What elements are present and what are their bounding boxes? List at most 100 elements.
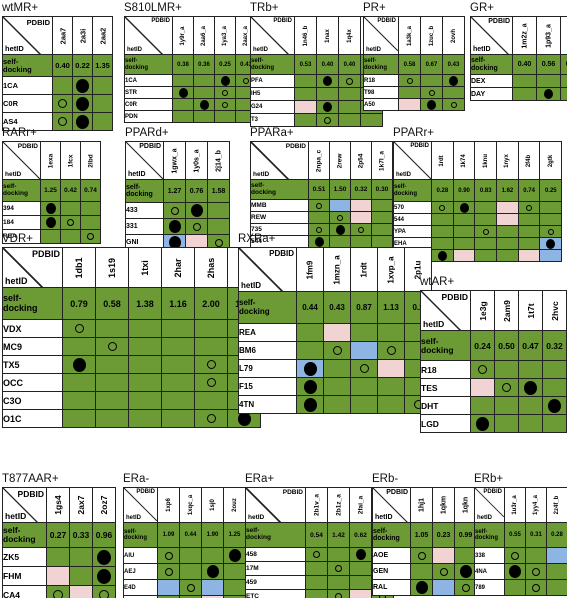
filled-dot-marker <box>45 217 56 228</box>
docking-cell <box>338 74 361 88</box>
pdb-column-header: 2oz7 <box>92 487 116 523</box>
pdb-column-header: 1zuc_b <box>420 16 443 55</box>
docking-cell <box>546 579 567 596</box>
rmsd-value: 1.35 <box>92 54 113 77</box>
rmsd-value: 0.28 <box>546 522 567 548</box>
docking-cell <box>350 377 378 396</box>
docking-cell <box>329 235 351 248</box>
docking-cell <box>420 98 443 111</box>
docking-cell <box>410 547 433 564</box>
pdb-column-header: 1y9r_a <box>172 16 194 55</box>
pdb-column-header: 1gwx_a <box>163 141 186 180</box>
panel-title: ERa- <box>123 473 150 485</box>
header-diagonal <box>239 248 283 291</box>
docking-cell <box>128 319 162 338</box>
pdb-column-header: 1xqc_a <box>179 487 202 523</box>
open-ring-marker <box>386 346 396 355</box>
ligand-row: REA <box>2 229 101 244</box>
docking-cell <box>518 396 543 415</box>
open-ring-marker <box>74 324 84 333</box>
header-diagonal <box>3 248 43 287</box>
ligand-label: 1CA <box>124 74 173 87</box>
open-ring-marker <box>222 101 228 108</box>
docking-cell <box>496 213 519 226</box>
open-ring-marker <box>324 116 331 124</box>
ligand-row: REW <box>250 211 393 224</box>
filled-dot-marker <box>228 549 241 562</box>
docking-cell <box>305 547 328 562</box>
self-docking-row: self-docking 0.51 1.50 0.32 0.30 <box>250 179 393 200</box>
docking-cell <box>494 360 519 379</box>
open-ring-marker <box>58 117 67 126</box>
docking-cell <box>377 341 405 360</box>
panel-title: PPARd+ <box>125 127 169 139</box>
pdb-id: 1nax <box>324 28 331 43</box>
header-row: PDBID hetID 1xp6 1xqc_a 1sj0 2ouz <box>123 487 246 523</box>
docking-table: PDBID hetID 1u3r_a 1yy4_a 2z4f_b self-docking… <box>474 487 567 596</box>
header-row: PDBID hetID 1e3g 2am9 1t7t 2hvc <box>420 290 567 331</box>
ligand-row: STR <box>124 86 257 99</box>
hetid-label: hetID <box>241 281 261 290</box>
panel-title: PR+ <box>363 2 386 14</box>
docking-cell <box>329 211 351 224</box>
docking-cell <box>128 355 162 374</box>
docking-cell <box>517 213 541 226</box>
open-ring-marker <box>164 551 173 560</box>
docking-cell <box>185 218 208 235</box>
filled-dot-marker <box>76 96 89 111</box>
rmsd-value: 0.31 <box>525 522 547 548</box>
docking-cell <box>214 110 236 123</box>
docking-cell <box>223 563 246 580</box>
panel-title: PPARr+ <box>393 127 435 139</box>
rmsd-value: 0.40 <box>316 54 339 75</box>
pdb-column-header: 1nyx <box>496 141 519 180</box>
docking-cell <box>305 589 328 598</box>
pdbid-label: PDBID <box>139 143 161 150</box>
pdb-column-header: 1rdt <box>350 247 378 292</box>
docking-cell <box>294 74 317 88</box>
docking-cell <box>470 396 495 415</box>
docking-cell <box>223 547 246 564</box>
pdb-id: 1zuc_b <box>428 25 435 46</box>
filled-dot-marker <box>335 224 345 235</box>
ligand-row: C0R <box>2 94 113 113</box>
docking-cell <box>40 201 61 216</box>
pdb-id: 2aa7 <box>58 27 67 44</box>
pdb-id: 1gs4 <box>53 495 63 515</box>
docking-cell <box>410 579 433 596</box>
open-ring-marker <box>502 383 511 392</box>
docking-cell <box>95 373 129 392</box>
ligand-label: AIU <box>123 547 158 564</box>
docking-cell <box>329 223 351 236</box>
ligand-label: 570 <box>393 201 432 214</box>
docking-cell <box>539 201 563 214</box>
ligand-row: L79 <box>238 359 432 378</box>
docking-cell <box>296 377 324 396</box>
self-docking-label: self-docking <box>124 54 173 75</box>
pdbid-label: PDBID <box>483 489 502 495</box>
ligand-row: 4TN <box>238 395 432 414</box>
panel-title: RXRa+ <box>238 233 276 245</box>
open-ring-marker <box>511 551 519 560</box>
header-diagonal <box>126 142 163 179</box>
filled-dot-marker <box>314 236 324 247</box>
rmsd-value: 1.27 <box>163 179 186 203</box>
filled-dot-marker <box>178 87 188 98</box>
ligand-label: 4TN <box>238 395 297 414</box>
docking-cell <box>163 202 186 219</box>
docking-cell <box>308 223 330 236</box>
pdb-id: 1rdt <box>359 261 369 278</box>
corner-header: PDBID hetID <box>393 141 432 180</box>
open-ring-marker <box>316 202 322 209</box>
docking-cell <box>161 337 195 356</box>
ligand-row: C0R <box>124 98 257 111</box>
header-diagonal <box>251 17 289 54</box>
header-diagonal <box>364 17 398 51</box>
self-docking-label: self-docking <box>125 179 164 203</box>
docking-cell <box>80 201 101 216</box>
ligand-row: 735 <box>250 223 393 236</box>
docking-cell <box>128 391 162 410</box>
panel-title: ERb+ <box>474 473 504 485</box>
rmsd-value: 0.74 <box>517 179 541 202</box>
